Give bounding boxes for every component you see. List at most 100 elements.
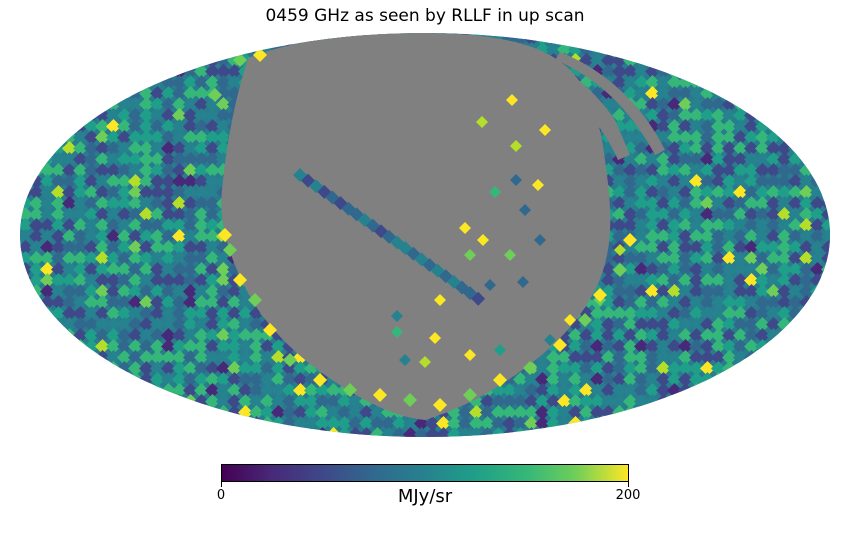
sky-pixel	[194, 405, 209, 420]
sky-pixel	[29, 207, 44, 222]
sky-pixel	[29, 350, 44, 365]
sky-pixel	[172, 284, 187, 299]
sky-pixel	[766, 141, 781, 156]
sky-pixel	[238, 33, 253, 46]
sky-pixel	[139, 317, 154, 332]
sky-pixel	[216, 284, 231, 299]
sky-pixel	[546, 427, 561, 437]
sky-pixel	[700, 350, 715, 365]
sky-pixel	[810, 196, 825, 211]
sky-pixel	[634, 174, 649, 189]
sky-pixel	[106, 64, 121, 79]
sky-pixel	[73, 53, 88, 68]
sky-pixel	[678, 394, 693, 409]
sky-pixel	[106, 75, 121, 90]
sky-pixel	[337, 416, 352, 431]
sky-pixel	[95, 273, 110, 288]
sky-pixel	[117, 207, 132, 222]
sky-pixel	[161, 218, 176, 233]
sky-pixel	[755, 284, 770, 299]
sky-pixel	[821, 361, 830, 376]
sky-pixel	[590, 328, 605, 343]
sky-pixel	[20, 108, 33, 123]
sky-pixel	[623, 273, 638, 288]
sky-pixel	[20, 33, 33, 46]
sky-pixel	[722, 427, 737, 437]
sky-pixel	[249, 328, 264, 343]
sky-pixel	[645, 251, 660, 266]
sky-pixel	[601, 306, 616, 321]
sky-pixel	[821, 53, 830, 68]
sky-pixel	[95, 174, 110, 189]
sky-pixel	[205, 328, 220, 343]
sky-pixel	[51, 372, 66, 387]
sky-pixel	[689, 53, 704, 68]
sky-pixel	[293, 372, 308, 387]
sky-pixel	[73, 174, 88, 189]
sky-pixel	[744, 33, 759, 46]
sky-pixel	[161, 427, 176, 437]
sky-pixel	[733, 229, 748, 244]
sky-pixel	[205, 273, 220, 288]
sky-pixel	[821, 240, 830, 255]
sky-pixel	[678, 405, 693, 420]
sky-pixel	[821, 273, 830, 288]
sky-pixel	[656, 372, 671, 387]
sky-pixel	[139, 174, 154, 189]
sky-pixel	[183, 42, 198, 57]
sky-pixel	[678, 218, 693, 233]
sky-pixel	[205, 185, 220, 200]
sky-pixel	[84, 185, 99, 200]
sky-pixel	[700, 196, 715, 211]
sky-pixel	[612, 42, 627, 57]
sky-pixel	[194, 185, 209, 200]
sky-pixel	[183, 372, 198, 387]
sky-pixel	[40, 372, 55, 387]
sky-pixel	[73, 196, 88, 211]
sky-pixel	[436, 427, 451, 437]
sky-pixel	[810, 394, 825, 409]
sky-pixel	[227, 372, 242, 387]
sky-pixel	[810, 130, 825, 145]
sky-pixel	[194, 119, 209, 134]
sky-pixel	[227, 306, 242, 321]
sky-pixel	[227, 394, 242, 409]
sky-pixel	[29, 196, 44, 211]
sky-pixel	[293, 394, 308, 409]
sky-pixel	[139, 328, 154, 343]
sky-pixel	[579, 405, 594, 420]
sky-pixel	[667, 350, 682, 365]
sky-pixel	[62, 229, 77, 244]
sky-pixel	[744, 64, 759, 79]
sky-pixel	[755, 240, 770, 255]
sky-pixel	[733, 372, 748, 387]
sky-pixel	[172, 185, 187, 200]
sky-pixel	[20, 405, 33, 420]
sky-pixel	[304, 394, 319, 409]
sky-pixel	[40, 427, 55, 437]
sky-pixel	[689, 350, 704, 365]
sky-pixel	[194, 130, 209, 145]
sky-pixel	[106, 295, 121, 310]
sky-pixel	[161, 53, 176, 68]
sky-pixel	[106, 328, 121, 343]
sky-pixel	[491, 394, 506, 409]
sky-pixel	[733, 262, 748, 277]
sky-pixel	[678, 328, 693, 343]
sky-pixel	[733, 196, 748, 211]
sky-pixel	[700, 317, 715, 332]
sky-pixel	[271, 33, 286, 46]
sky-pixel	[546, 350, 561, 365]
sky-pixel	[128, 75, 143, 90]
sky-pixel	[293, 405, 308, 420]
sky-pixel	[447, 416, 462, 431]
sky-pixel	[766, 207, 781, 222]
sky-pixel	[139, 350, 154, 365]
sky-pixel	[40, 383, 55, 398]
sky-pixel	[106, 163, 121, 178]
sky-pixel	[233, 273, 247, 287]
sky-pixel	[227, 295, 242, 310]
sky-pixel	[623, 306, 638, 321]
sky-pixel	[194, 427, 209, 437]
sky-pixel	[722, 416, 737, 431]
